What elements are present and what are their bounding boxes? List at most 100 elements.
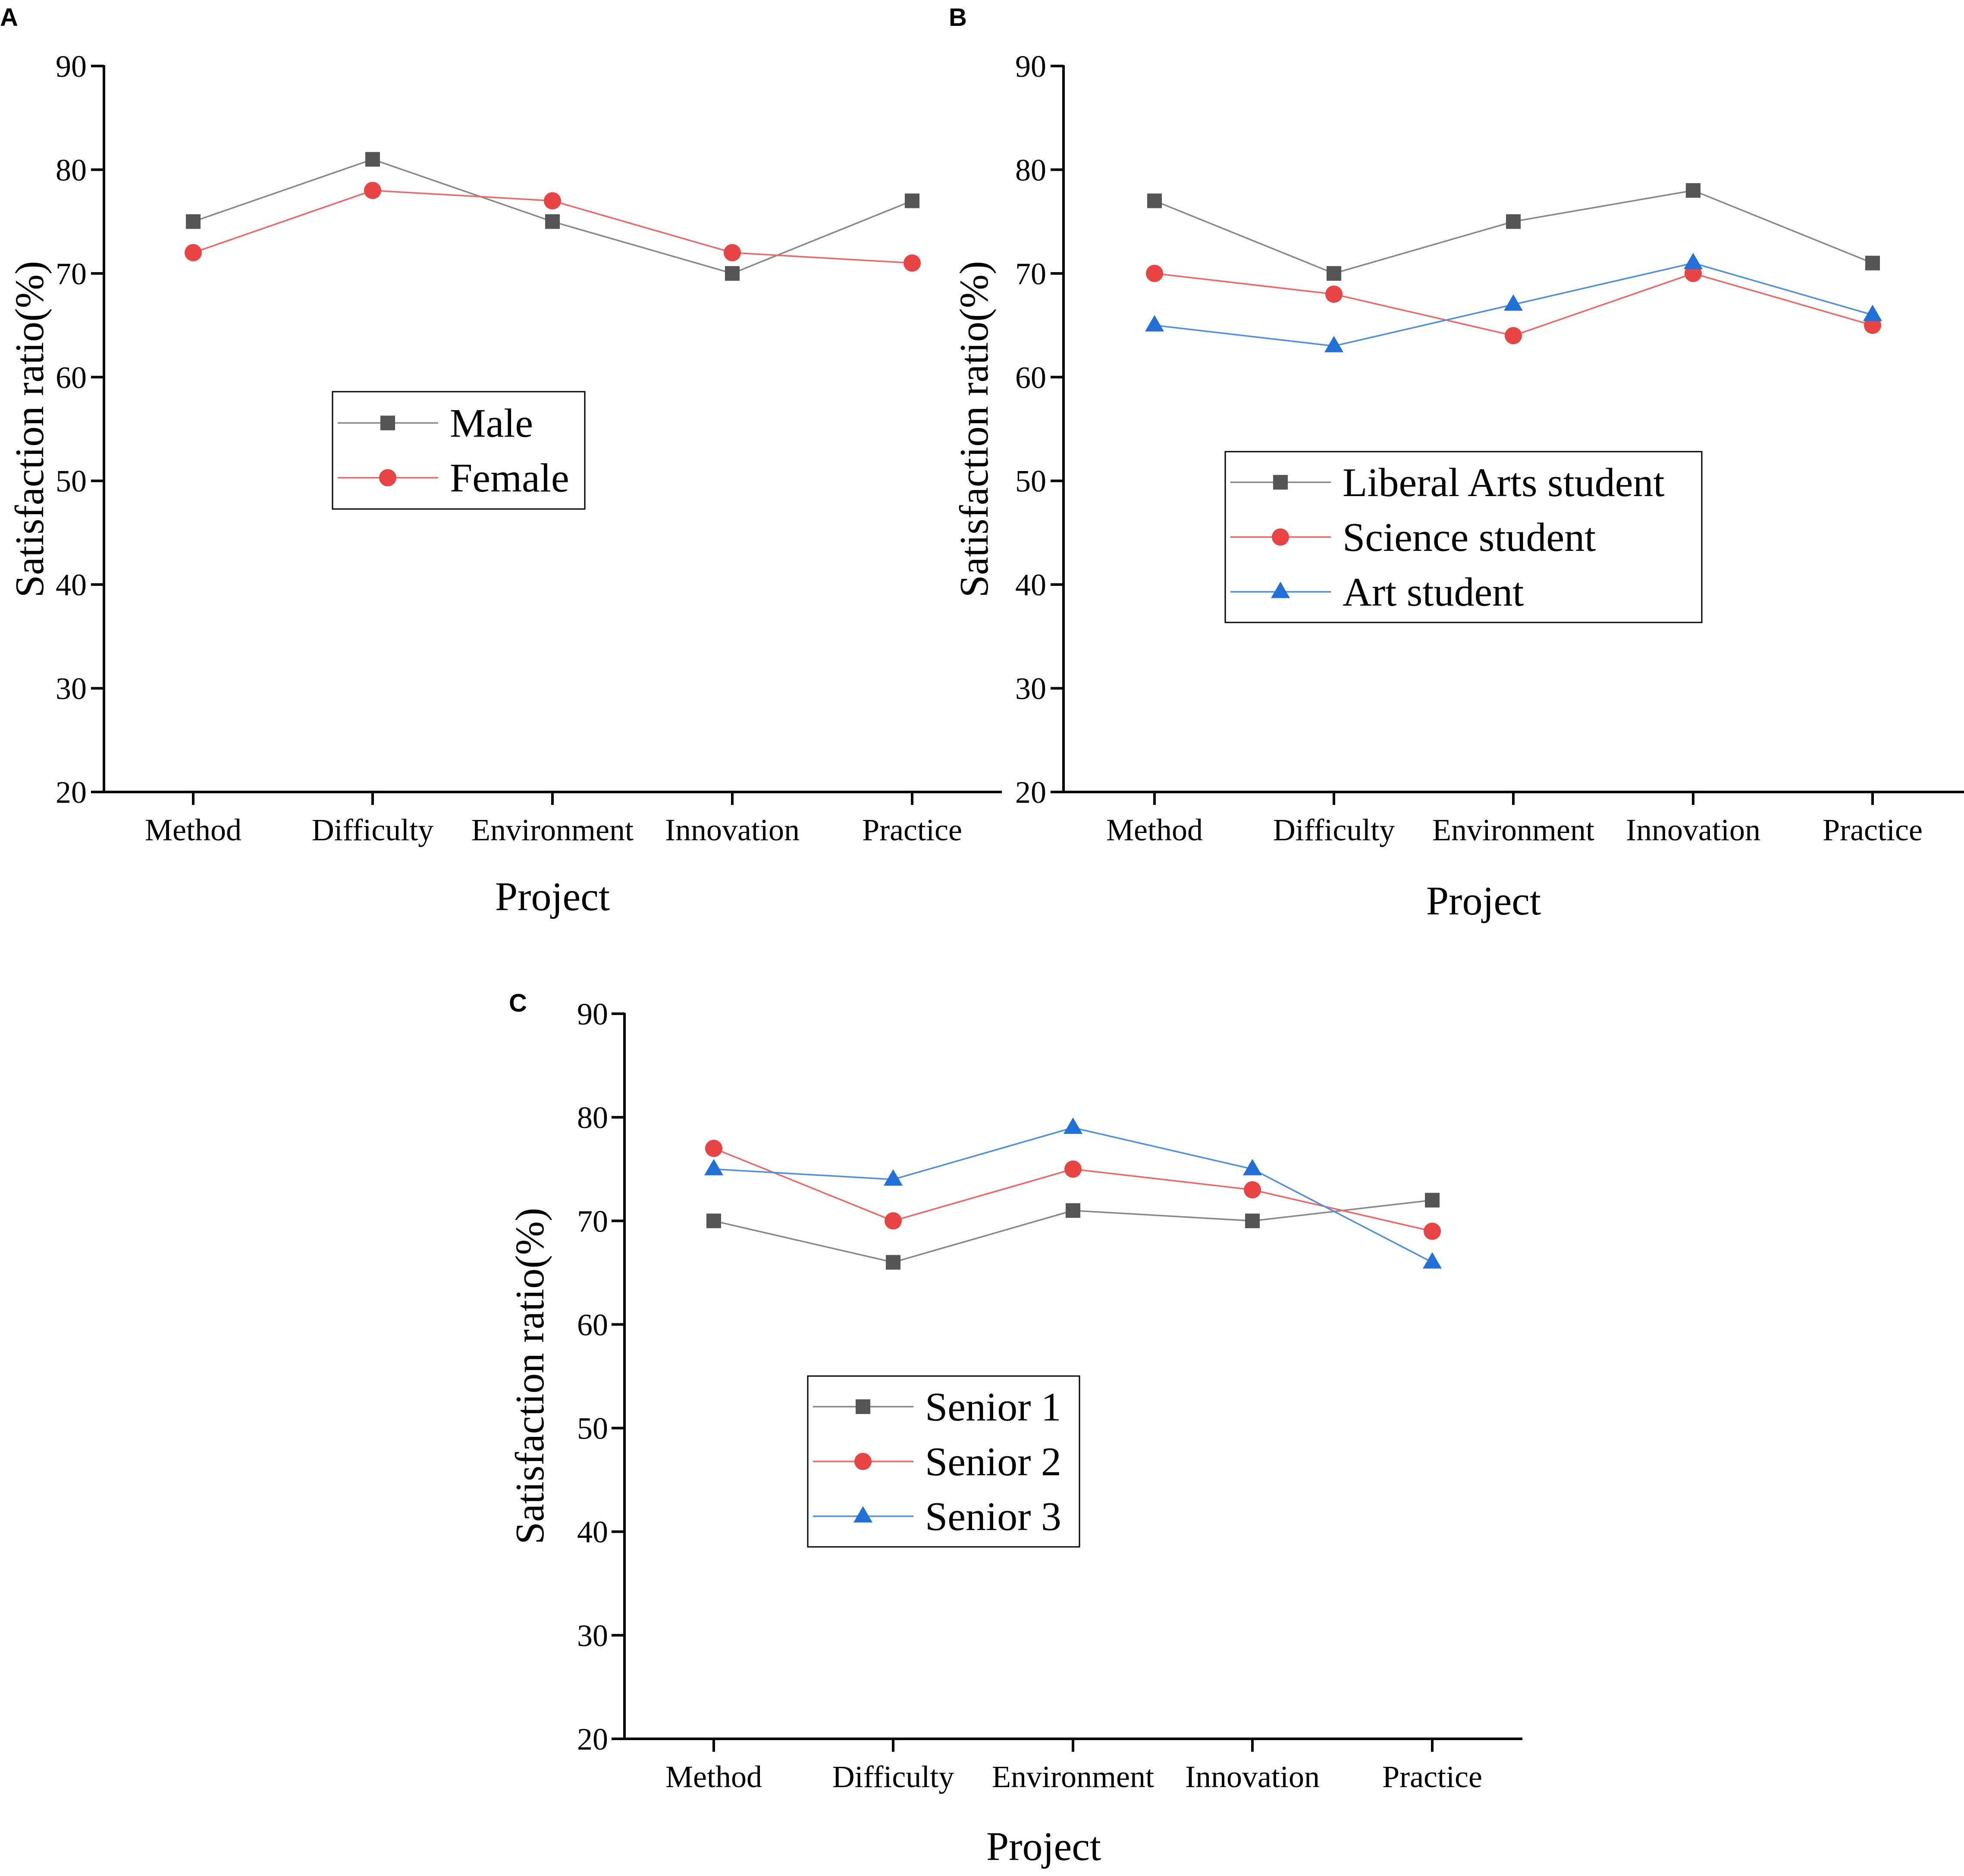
panel-c-y-tick-label: 90 bbox=[577, 997, 608, 1031]
panel-c-y-tick-label: 40 bbox=[577, 1515, 608, 1549]
panel-c-y-tick-label: 60 bbox=[577, 1307, 608, 1342]
panel-c-point-senior-2 bbox=[885, 1212, 902, 1230]
panel-b-point-liberal-arts-student bbox=[1147, 193, 1162, 208]
panel-b-x-tick-label: Environment bbox=[1432, 813, 1594, 847]
panel-c-legend-marker bbox=[853, 1506, 872, 1523]
panel-a-x-axis-title: Project bbox=[495, 874, 610, 919]
panel-a-y-tick-label: 70 bbox=[56, 257, 87, 291]
panel-a-y-tick-label: 80 bbox=[56, 153, 87, 187]
panel-a-x-tick-label: Innovation bbox=[665, 813, 800, 847]
panel-b-point-art-student bbox=[1504, 294, 1523, 311]
panel-b-point-science-student bbox=[1146, 264, 1163, 282]
panel-b-point-science-student bbox=[1505, 327, 1522, 345]
panel-c-x-tick-label: Environment bbox=[992, 1760, 1154, 1794]
panel-b-y-tick-label: 50 bbox=[1015, 464, 1046, 499]
panel-c-y-axis-title: Satisfaction ratio(%) bbox=[508, 1208, 552, 1544]
panel-c-legend-marker bbox=[854, 1453, 872, 1470]
panel-b-x-tick-label: Difficulty bbox=[1273, 813, 1395, 847]
panel-c-y-tick-label: 70 bbox=[577, 1204, 608, 1238]
panel-b-point-liberal-arts-student bbox=[1686, 183, 1700, 198]
panel-c-x-tick-label: Practice bbox=[1382, 1760, 1482, 1794]
panel-c-letter: C bbox=[509, 989, 527, 1017]
panel-a-legend-label: Male bbox=[450, 401, 533, 446]
panel-a-legend-label: Female bbox=[450, 456, 569, 501]
panel-c-point-senior-2 bbox=[1064, 1160, 1082, 1178]
panel-c-point-senior-3 bbox=[1243, 1159, 1262, 1175]
panel-b-x-tick-label: Method bbox=[1106, 813, 1203, 847]
panel-b-point-liberal-arts-student bbox=[1327, 266, 1341, 281]
panel-b-legend-label: Science student bbox=[1343, 515, 1596, 560]
panel-a-point-female bbox=[185, 244, 202, 261]
panel-a-y-tick-label: 90 bbox=[56, 49, 87, 84]
panel-c-point-senior-2 bbox=[1244, 1181, 1261, 1199]
panel-c-point-senior-1 bbox=[1425, 1193, 1440, 1208]
panel-b-point-liberal-arts-student bbox=[1865, 255, 1880, 270]
panel-a-point-male bbox=[186, 214, 201, 229]
panel-a-legend-marker bbox=[379, 469, 396, 487]
panel-b-legend-marker bbox=[1272, 528, 1289, 546]
panel-a-point-female bbox=[904, 254, 921, 272]
panel-a-point-female bbox=[364, 182, 381, 199]
panel-a-point-male bbox=[905, 193, 919, 208]
panel-b-y-tick-label: 30 bbox=[1015, 672, 1046, 706]
panel-c-legend-label: Senior 3 bbox=[925, 1494, 1061, 1539]
panel-c-x-axis-title: Project bbox=[986, 1824, 1101, 1869]
panel-a-legend bbox=[332, 391, 586, 510]
panel-a-letter: A bbox=[0, 3, 18, 31]
panel-c-legend-label: Senior 1 bbox=[925, 1385, 1061, 1430]
panel-a-y-tick-label: 50 bbox=[56, 464, 87, 499]
panel-b-legend-marker bbox=[1271, 581, 1290, 598]
panel-b-y-tick-label: 40 bbox=[1015, 568, 1046, 602]
panel-a-point-female bbox=[724, 244, 741, 261]
panel-c-point-senior-1 bbox=[886, 1255, 900, 1270]
panel-c-point-senior-3 bbox=[884, 1169, 903, 1186]
panel-b-point-science-student bbox=[1325, 285, 1343, 303]
panel-a-legend-marker bbox=[380, 415, 395, 431]
panel-c-y-tick-label: 50 bbox=[577, 1411, 608, 1446]
panel-c-legend-marker bbox=[856, 1399, 870, 1414]
panel-a-y-tick-label: 60 bbox=[56, 360, 87, 395]
panel-c-point-senior-3 bbox=[704, 1159, 723, 1175]
panel-c-point-senior-2 bbox=[705, 1140, 722, 1157]
panel-a-point-male bbox=[365, 152, 380, 167]
panel-b-point-art-student bbox=[1145, 315, 1164, 332]
panel-b-letter: B bbox=[949, 3, 967, 31]
panel-a-y-axis-title: Satisfaction ratio(%) bbox=[7, 261, 52, 597]
panel-a-y-tick-label: 30 bbox=[56, 672, 87, 706]
panel-b-x-tick-label: Practice bbox=[1823, 813, 1923, 847]
panel-a-y-tick-label: 40 bbox=[56, 568, 87, 602]
panel-c-x-tick-label: Difficulty bbox=[832, 1760, 954, 1794]
panel-c-point-senior-1 bbox=[1066, 1203, 1080, 1218]
panel-b-point-art-student bbox=[1684, 253, 1703, 270]
panel-b-point-liberal-arts-student bbox=[1506, 214, 1521, 229]
panel-a-point-female bbox=[544, 192, 561, 210]
panel-b-y-tick-label: 20 bbox=[1015, 775, 1046, 810]
panel-b-legend-label: Liberal Arts student bbox=[1343, 460, 1665, 505]
panel-c-point-senior-3 bbox=[1423, 1252, 1442, 1269]
panel-c-x-tick-label: Innovation bbox=[1185, 1760, 1320, 1794]
panel-a-y-tick-label: 20 bbox=[56, 775, 87, 810]
panel-b-y-tick-label: 70 bbox=[1015, 257, 1046, 291]
panel-a-point-male bbox=[725, 266, 740, 281]
panel-b-point-art-student bbox=[1324, 336, 1343, 352]
panel-b-legend-label: Art student bbox=[1343, 570, 1524, 615]
panel-b-series-line-liberal-arts-student bbox=[1154, 189, 1873, 274]
panel-b-x-axis-title: Project bbox=[1426, 879, 1541, 924]
panel-b-legend-marker bbox=[1273, 475, 1288, 490]
panel-c-point-senior-1 bbox=[1245, 1213, 1260, 1229]
panel-c-point-senior-2 bbox=[1424, 1222, 1441, 1240]
panel-a-x-tick-label: Practice bbox=[862, 813, 962, 847]
panel-b-y-tick-label: 60 bbox=[1015, 360, 1046, 395]
panel-c-point-senior-3 bbox=[1064, 1117, 1082, 1134]
panel-c-y-tick-label: 20 bbox=[577, 1722, 608, 1757]
panel-b-x-tick-label: Innovation bbox=[1626, 813, 1760, 847]
panel-a-x-tick-label: Environment bbox=[471, 813, 634, 847]
panel-c-y-tick-label: 30 bbox=[577, 1618, 608, 1653]
panel-c-y-tick-label: 80 bbox=[577, 1100, 608, 1135]
panel-c-series-line-senior-3 bbox=[713, 1127, 1433, 1263]
panel-b-y-tick-label: 80 bbox=[1015, 153, 1046, 187]
panel-a-x-tick-label: Method bbox=[145, 813, 242, 847]
panel-a-point-male bbox=[545, 214, 560, 229]
panel-c-point-senior-1 bbox=[706, 1213, 721, 1229]
